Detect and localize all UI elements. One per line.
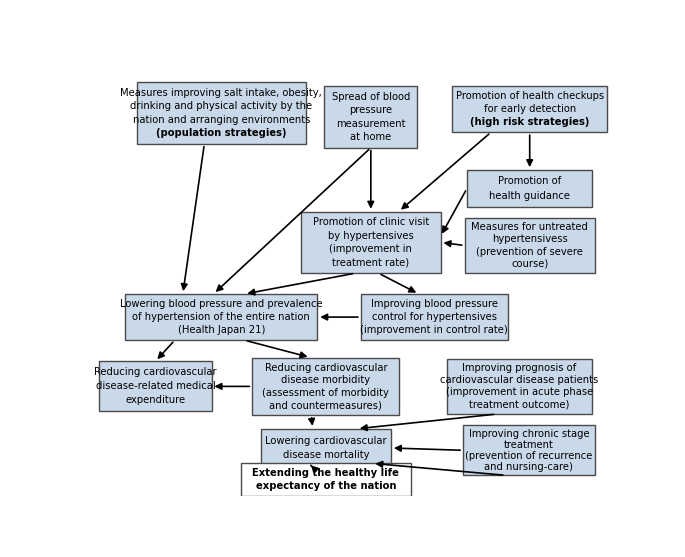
Text: Reducing cardiovascular: Reducing cardiovascular <box>264 363 387 373</box>
Text: measurement: measurement <box>336 119 406 129</box>
Text: treatment: treatment <box>504 440 554 450</box>
FancyBboxPatch shape <box>137 82 306 144</box>
Text: treatment rate): treatment rate) <box>332 257 410 267</box>
Text: Improving prognosis of: Improving prognosis of <box>462 363 577 373</box>
Text: Lowering blood pressure and prevalence: Lowering blood pressure and prevalence <box>120 299 323 309</box>
Text: course): course) <box>511 258 548 268</box>
Text: expenditure: expenditure <box>125 395 186 405</box>
FancyBboxPatch shape <box>452 86 607 133</box>
Text: control for hypertensives: control for hypertensives <box>372 312 497 322</box>
Text: expectancy of the nation: expectancy of the nation <box>256 481 396 491</box>
Text: disease-related medical: disease-related medical <box>95 382 215 392</box>
Text: (prevention of severe: (prevention of severe <box>476 247 583 257</box>
Text: for early detection: for early detection <box>484 104 576 114</box>
Text: and nursing-care): and nursing-care) <box>484 462 573 472</box>
Text: cardiovascular disease patients: cardiovascular disease patients <box>440 375 599 385</box>
FancyBboxPatch shape <box>261 429 391 467</box>
FancyBboxPatch shape <box>324 86 417 148</box>
Text: (improvement in acute phase: (improvement in acute phase <box>446 388 593 397</box>
Text: Spread of blood: Spread of blood <box>332 92 410 102</box>
Text: drinking and physical activity by the: drinking and physical activity by the <box>130 101 312 111</box>
Text: Measures improving salt intake, obesity,: Measures improving salt intake, obesity, <box>121 88 322 98</box>
FancyBboxPatch shape <box>464 218 595 273</box>
Text: by hypertensives: by hypertensives <box>328 231 414 241</box>
Text: (high risk strategies): (high risk strategies) <box>470 117 589 127</box>
Text: (population strategies): (population strategies) <box>156 128 286 138</box>
Text: pressure: pressure <box>349 105 393 115</box>
FancyBboxPatch shape <box>361 294 508 340</box>
Text: Improving chronic stage: Improving chronic stage <box>469 429 589 439</box>
Text: Promotion of: Promotion of <box>498 177 561 187</box>
FancyBboxPatch shape <box>463 426 595 475</box>
Text: disease mortality: disease mortality <box>283 451 369 461</box>
FancyBboxPatch shape <box>240 463 411 496</box>
Text: treatment outcome): treatment outcome) <box>469 399 570 409</box>
Text: health guidance: health guidance <box>489 190 570 201</box>
FancyBboxPatch shape <box>252 358 399 416</box>
Text: (assessment of morbidity: (assessment of morbidity <box>262 388 389 398</box>
Text: of hypertension of the entire nation: of hypertension of the entire nation <box>132 312 310 322</box>
FancyBboxPatch shape <box>447 359 593 414</box>
Text: (prevention of recurrence: (prevention of recurrence <box>465 451 593 461</box>
FancyBboxPatch shape <box>99 361 212 412</box>
Text: and countermeasures): and countermeasures) <box>269 400 382 410</box>
Text: (improvement in: (improvement in <box>329 244 412 254</box>
Text: Promotion of health checkups: Promotion of health checkups <box>456 91 603 101</box>
FancyBboxPatch shape <box>301 212 440 273</box>
Text: disease morbidity: disease morbidity <box>282 375 371 385</box>
Text: Lowering cardiovascular: Lowering cardiovascular <box>265 436 387 446</box>
Text: Promotion of clinic visit: Promotion of clinic visit <box>312 217 429 227</box>
Text: (improvement in control rate): (improvement in control rate) <box>360 325 508 335</box>
FancyBboxPatch shape <box>125 294 317 340</box>
Text: hypertensivess: hypertensivess <box>492 234 568 245</box>
Text: (Health Japan 21): (Health Japan 21) <box>177 325 265 335</box>
Text: Reducing cardiovascular: Reducing cardiovascular <box>94 368 216 378</box>
Text: nation and arranging environments: nation and arranging environments <box>133 115 310 125</box>
Text: Measures for untreated: Measures for untreated <box>471 222 588 232</box>
Text: Extending the healthy life: Extending the healthy life <box>253 468 399 478</box>
Text: Improving blood pressure: Improving blood pressure <box>371 299 498 309</box>
Text: at home: at home <box>350 132 391 142</box>
FancyBboxPatch shape <box>467 170 593 207</box>
